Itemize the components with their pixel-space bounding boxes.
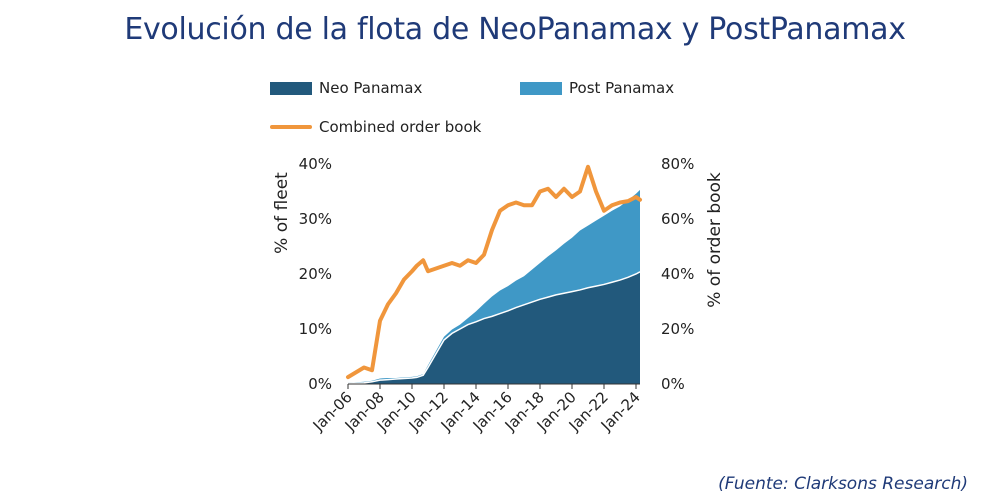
- y-tick-right-label: 40%: [661, 265, 694, 283]
- y-tick-left-label: 0%: [308, 375, 332, 393]
- y-tick-right-label: 60%: [661, 210, 694, 228]
- plot-area: 0%10%20%30%40%0%20%40%60%80%Jan-06Jan-08…: [299, 155, 695, 435]
- legend-swatch-neo-panamax: [270, 81, 312, 95]
- legend-item-neo-panamax: Neo Panamax: [270, 79, 422, 97]
- y-tick-right-label: 0%: [661, 375, 685, 393]
- y-tick-right-label: 80%: [661, 155, 694, 173]
- legend-label-post-panamax: Post Panamax: [569, 79, 675, 97]
- y-tick-left-label: 30%: [299, 210, 332, 228]
- y-tick-left-label: 20%: [299, 265, 332, 283]
- legend-label-combined-order-book: Combined order book: [319, 118, 482, 136]
- legend-item-post-panamax: Post Panamax: [520, 79, 674, 97]
- y-tick-left-label: 40%: [299, 155, 332, 173]
- legend-swatch-post-panamax: [520, 81, 562, 95]
- y-axis-label-right: % of order book: [705, 172, 725, 308]
- y-axis-label-left: % of fleet: [272, 172, 292, 254]
- series-line-combined-order-book: [346, 164, 642, 380]
- legend-swatch-combined-order-book: [270, 125, 312, 129]
- chart-title: Evolución de la flota de NeoPanamax y Po…: [124, 12, 906, 47]
- legend-item-combined-order-book: Combined order book: [270, 118, 481, 136]
- y-tick-left-label: 10%: [299, 320, 332, 338]
- series-boundary-neo-panamax: [347, 271, 641, 385]
- y-tick-right-label: 20%: [661, 320, 694, 338]
- series-area-neo-panamax: [348, 271, 640, 384]
- legend-label-neo-panamax: Neo Panamax: [319, 79, 423, 97]
- source-note: (Fuente: Clarksons Research): [718, 474, 968, 494]
